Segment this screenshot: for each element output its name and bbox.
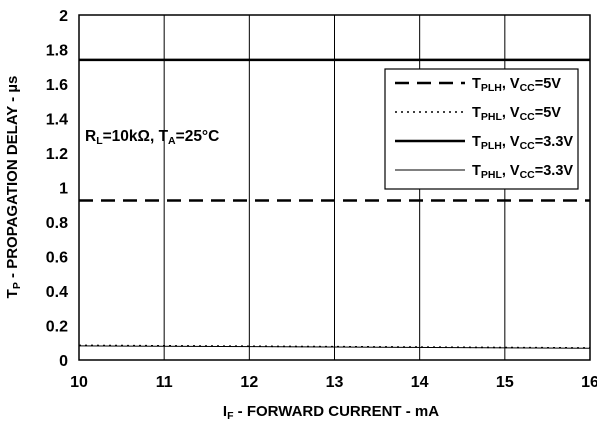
y-tick-label: 1: [59, 181, 68, 198]
y-tick-label: 0.4: [46, 284, 68, 301]
legend-label: TPHL, VCC=5V: [472, 105, 561, 123]
y-tick-label: 0.8: [46, 215, 68, 232]
x-tick-labels: 10 11 12 13 14 15 16: [70, 374, 597, 391]
y-tick-label: 2: [59, 8, 68, 25]
legend-label: TPHL, VCC=3.3V: [472, 163, 573, 181]
legend: TPLH, VCC=5V TPHL, VCC=5V TPLH, VCC=3.3V TP…: [384, 68, 579, 190]
plot-frame: [78, 14, 591, 361]
x-tick-label: 16: [581, 374, 597, 391]
series-lines: [78, 58, 591, 349]
x-tick-label: 15: [496, 374, 514, 391]
y-tick-label: 1.2: [46, 146, 68, 163]
x-tick-label: 12: [240, 374, 258, 391]
y-tick-labels: 0 0.2 0.4 0.6 0.8 1 1.2 1.4 1.6 1.8 2: [46, 8, 68, 370]
x-tick-label: 13: [326, 374, 344, 391]
series-line-4: [78, 345, 591, 349]
y-tick-label: 1.4: [46, 112, 68, 129]
conditions-annotation: RL=10kΩ, TA=25°C: [85, 128, 219, 147]
x-tick-label: 14: [411, 374, 429, 391]
x-tick-label: 10: [70, 374, 88, 391]
y-tick-label: 1.8: [46, 43, 68, 60]
y-tick-label: 1.6: [46, 77, 68, 94]
y-tick-label: 0.6: [46, 250, 68, 267]
legend-label: TPLH, VCC=5V: [472, 76, 561, 94]
legend-label: TPLH, VCC=3.3V: [472, 134, 573, 152]
y-tick-label: 0.2: [46, 319, 68, 336]
x-tick-label: 11: [156, 374, 173, 391]
y-axis-label: TP - PROPAGATION DELAY - µs: [4, 76, 23, 299]
legend-box: [384, 68, 579, 190]
x-axis-label: IF - FORWARD CURRENT - mA: [223, 403, 439, 422]
y-tick-label: 0: [59, 353, 68, 370]
